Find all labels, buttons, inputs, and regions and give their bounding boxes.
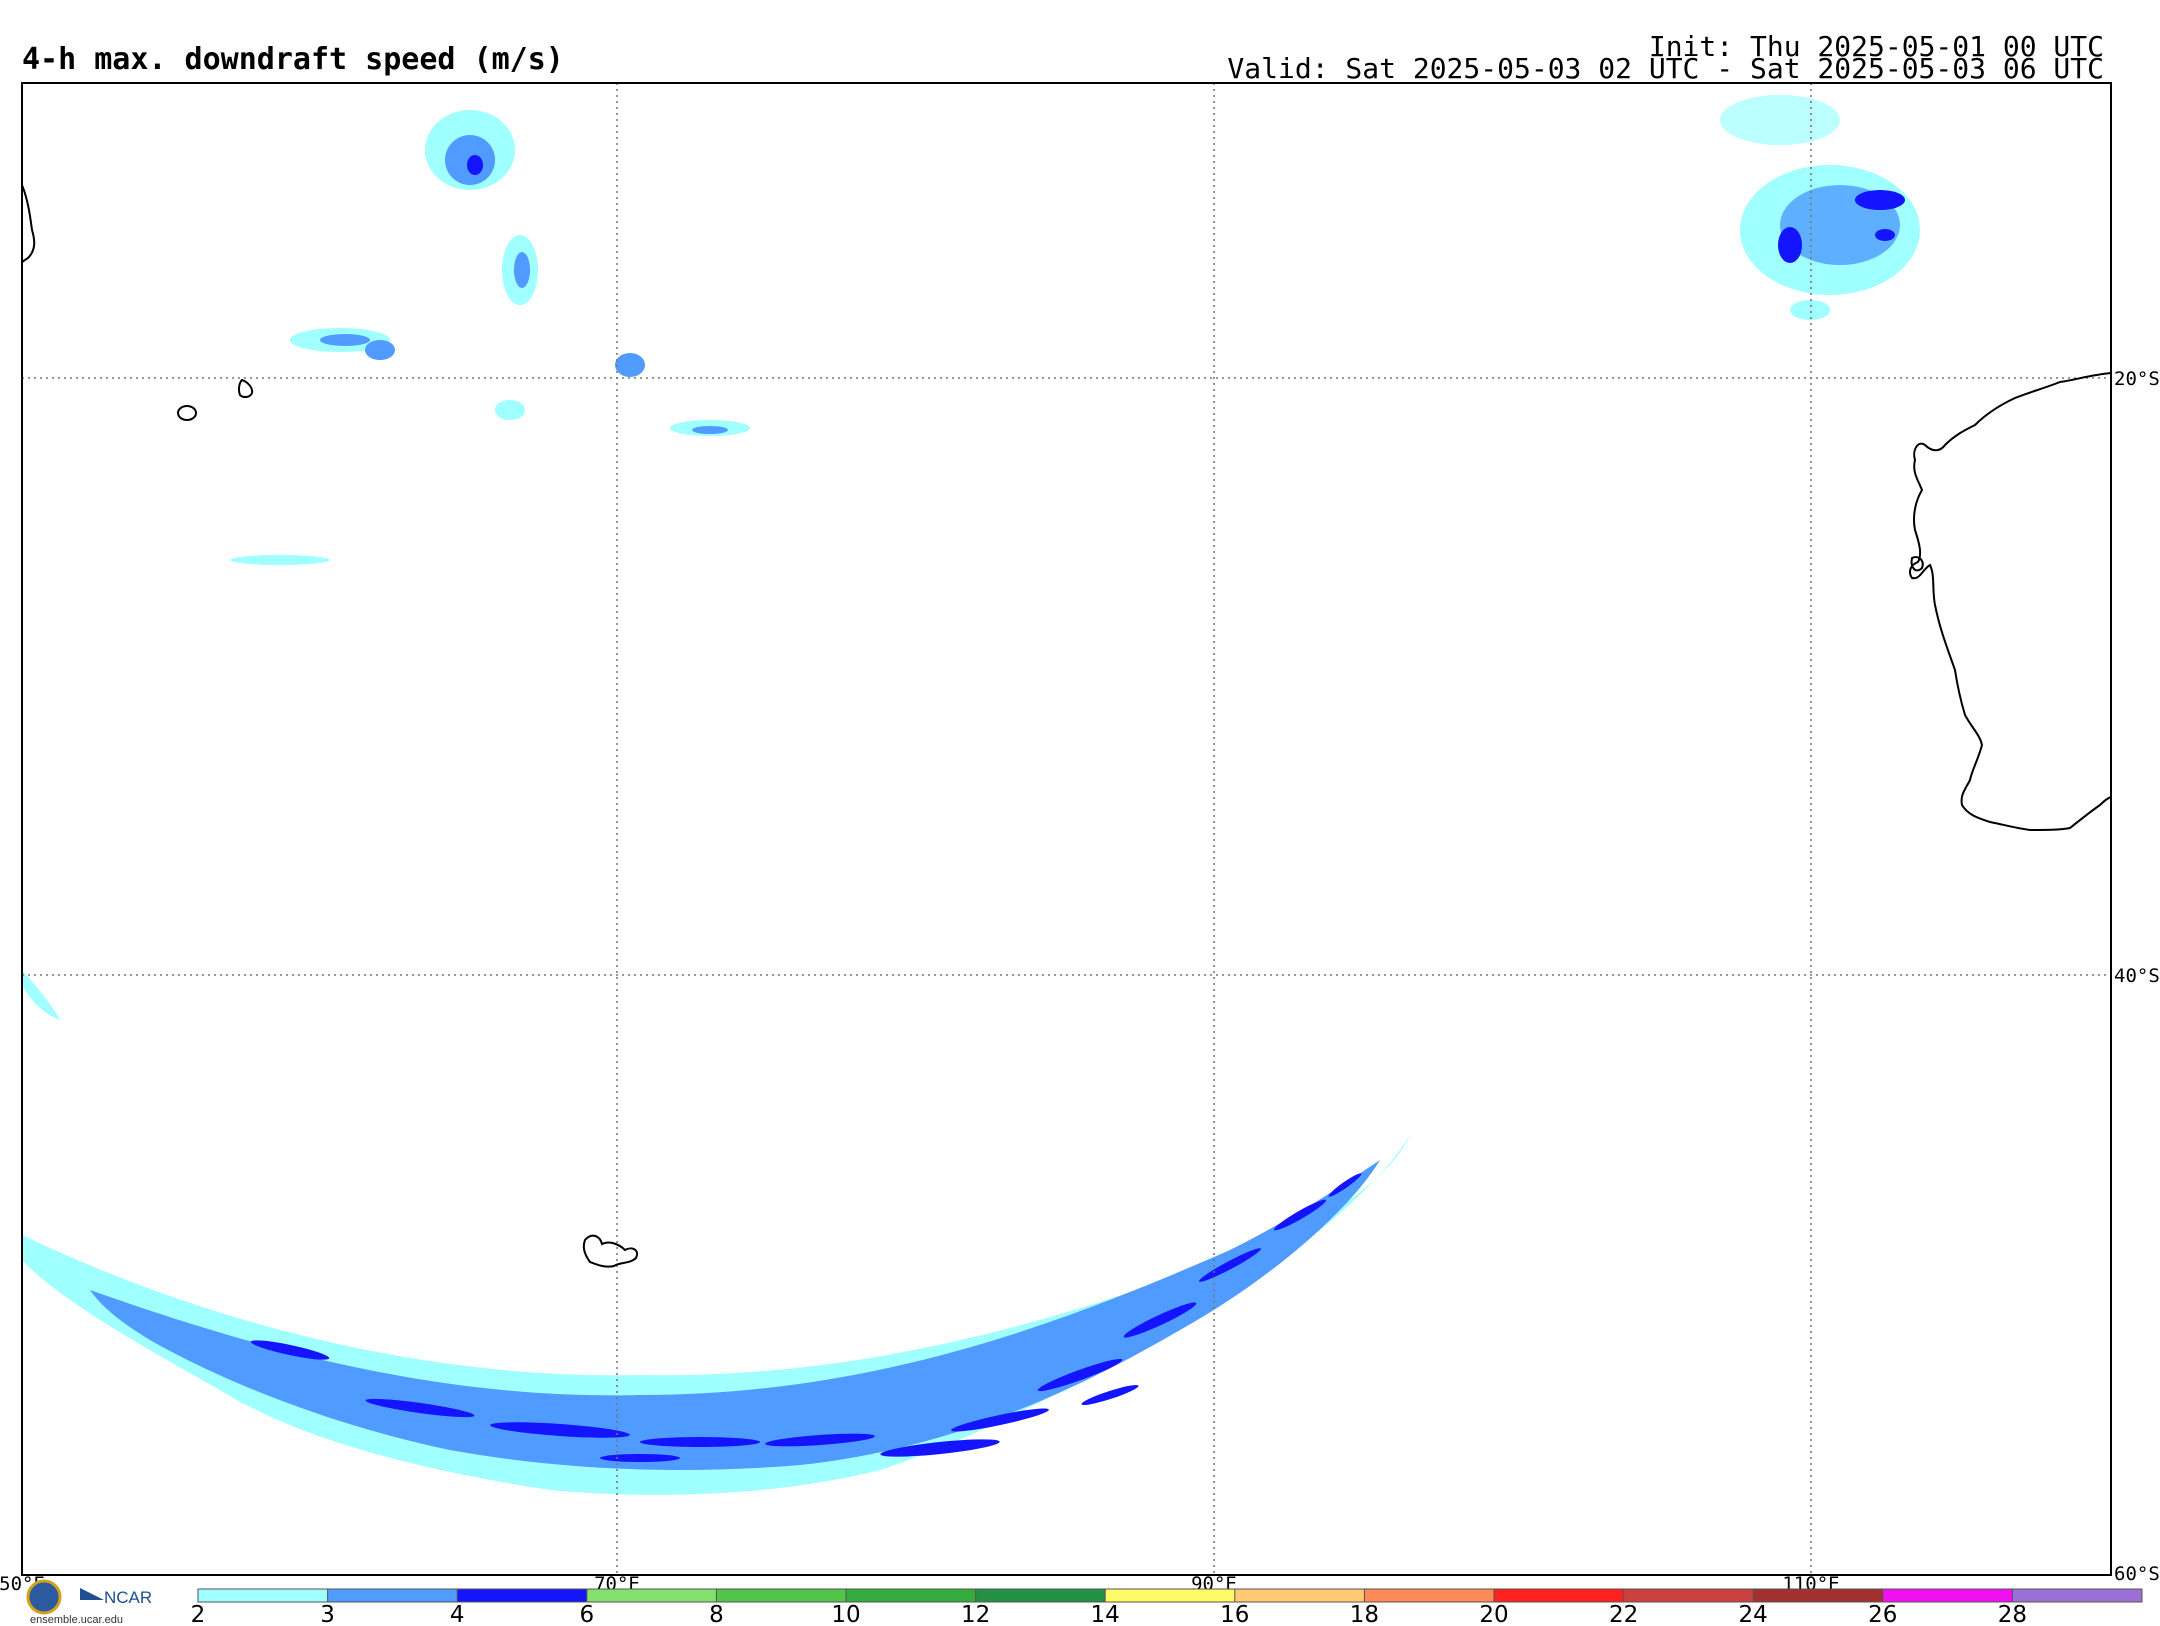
nsf-seal-icon bbox=[26, 1579, 62, 1615]
colorbar-tick-label: 3 bbox=[320, 1602, 335, 1626]
downdraft-band-dark bbox=[250, 1173, 1362, 1462]
lat-label: 20°S bbox=[2114, 368, 2160, 390]
graticule bbox=[22, 83, 2111, 1575]
colorbar-swatch bbox=[1882, 1589, 2013, 1602]
downdraft-band-mid bbox=[90, 1160, 1380, 1470]
colorbar-tick-label: 10 bbox=[831, 1602, 860, 1626]
colorbar-tick-label: 2 bbox=[191, 1602, 206, 1626]
colorbar-tick-label: 22 bbox=[1609, 1602, 1638, 1626]
colorbar-tick-label: 26 bbox=[1868, 1602, 1897, 1626]
colorbar-swatch bbox=[327, 1589, 458, 1602]
colorbar-swatch bbox=[1105, 1589, 1236, 1602]
colorbar: 2 3 4 6 8 10 12 14 16 18 20 22 24 26 28 bbox=[191, 1588, 2143, 1626]
lat-label: 60°S bbox=[2114, 1563, 2160, 1585]
colorbar-swatch bbox=[1234, 1589, 1365, 1602]
downdraft-cells-northwest bbox=[230, 110, 750, 565]
mauritius-island bbox=[237, 378, 254, 399]
madagascar-coast bbox=[21, 184, 36, 263]
lat-label: 40°S bbox=[2114, 965, 2160, 987]
colorbar-tick-label: 8 bbox=[709, 1602, 724, 1626]
colorbar-tick-label: 24 bbox=[1739, 1602, 1768, 1626]
colorbar-swatch bbox=[2012, 1589, 2143, 1602]
plot-frame bbox=[21, 82, 2112, 1576]
colorbar-swatch bbox=[1753, 1589, 1884, 1602]
colorbar-swatch bbox=[586, 1589, 717, 1602]
colorbar-tick-label: 18 bbox=[1350, 1602, 1379, 1626]
wa-coast-inlet bbox=[1910, 556, 1924, 572]
colorbar-swatch bbox=[457, 1589, 588, 1602]
coastlines bbox=[21, 184, 2112, 1268]
ncar-logo: NCAR ensemble.ucar.edu bbox=[26, 1579, 152, 1626]
western-australia-coast bbox=[1909, 372, 2112, 832]
colorbar-swatch bbox=[1364, 1589, 1495, 1602]
valid-time: Valid: Sat 2025-05-03 02 UTC - Sat 2025-… bbox=[1227, 52, 2104, 85]
kerguelen-islands bbox=[582, 1234, 638, 1268]
colorbar-swatch bbox=[1623, 1589, 1754, 1602]
colorbar-swatch bbox=[975, 1589, 1106, 1602]
init-time: Init: Thu 2025-05-01 00 UTC bbox=[1648, 30, 2104, 63]
colorbar-swatch bbox=[846, 1589, 977, 1602]
colorbar-swatch bbox=[716, 1589, 847, 1602]
ncar-logo-text: NCAR bbox=[104, 1588, 152, 1607]
colorbar-tick-label: 6 bbox=[579, 1602, 594, 1626]
lat-labels: 20°S 40°S 60°S bbox=[2114, 368, 2160, 1585]
colorbar-tick-label: 12 bbox=[961, 1602, 990, 1626]
downdraft-shading bbox=[22, 95, 1920, 1495]
ensemble-url: ensemble.ucar.edu bbox=[30, 1614, 123, 1626]
colorbar-swatch bbox=[1494, 1589, 1625, 1602]
colorbar-tick-label: 16 bbox=[1220, 1602, 1249, 1626]
map-title: 4-h max. downdraft speed (m/s) bbox=[22, 42, 564, 77]
colorbar-tick-label: 14 bbox=[1091, 1602, 1120, 1626]
reunion-island bbox=[177, 405, 197, 421]
downdraft-cells-northeast bbox=[1720, 95, 1920, 320]
downdraft-cells-west bbox=[22, 970, 60, 1020]
colorbar-tick-label: 28 bbox=[1998, 1602, 2027, 1626]
colorbar-swatch bbox=[198, 1589, 329, 1602]
colorbar-tick-label: 4 bbox=[450, 1602, 465, 1626]
ncar-mark-icon bbox=[80, 1588, 104, 1600]
colorbar-tick-label: 20 bbox=[1479, 1602, 1508, 1626]
